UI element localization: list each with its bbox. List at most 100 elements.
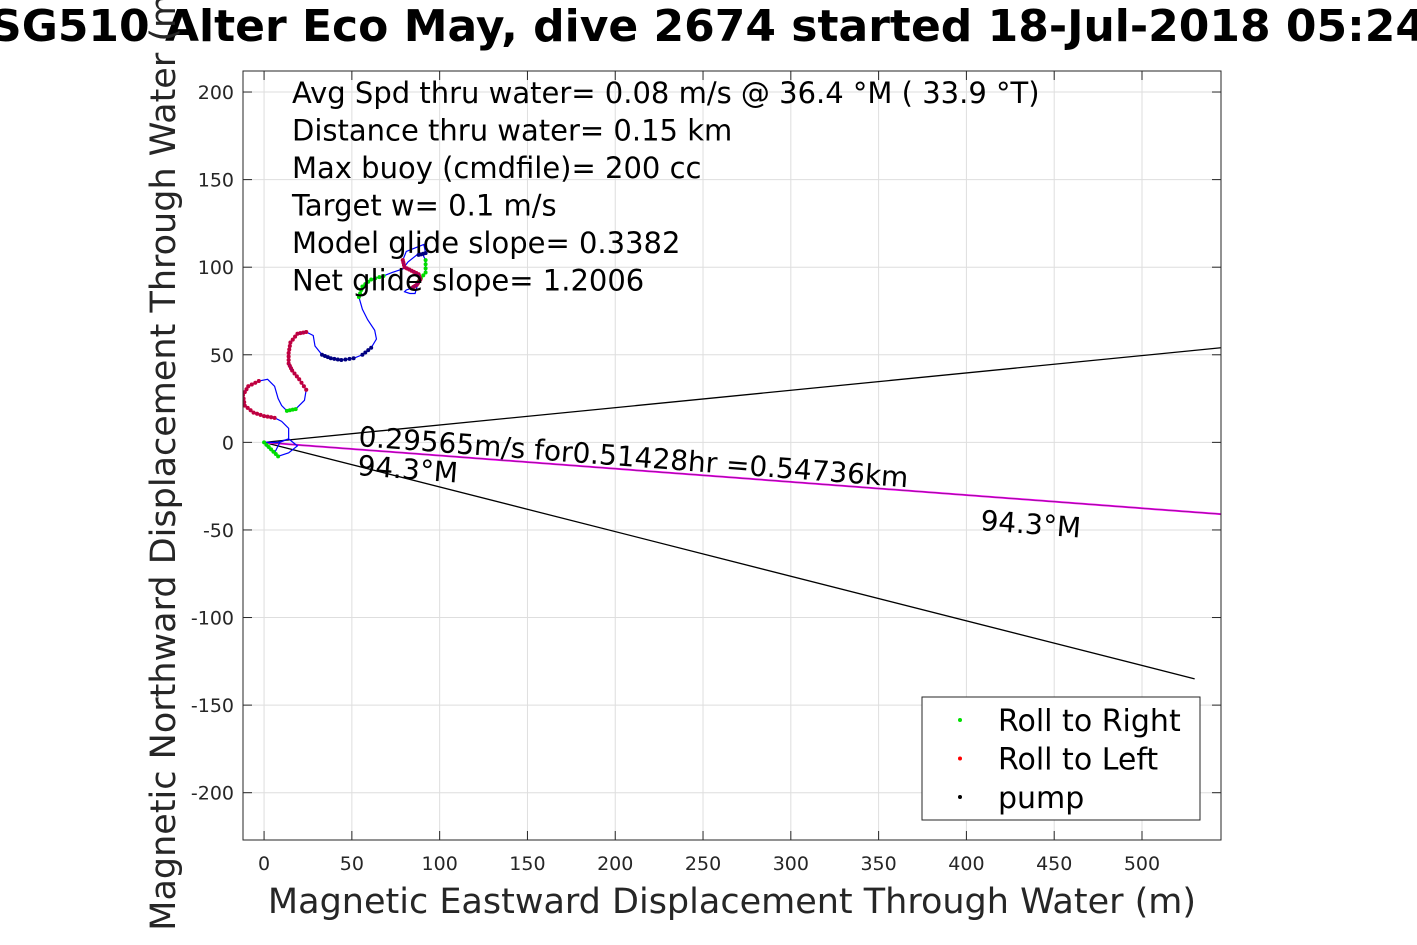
roll-right-point [369, 277, 374, 282]
roll-left-point-overlay [272, 415, 277, 420]
roll-left-point-overlay [256, 379, 261, 384]
roll-left-point-overlay [304, 387, 309, 392]
y-tick-label: -200 [191, 783, 234, 805]
x-tick-label: 150 [509, 853, 545, 875]
roll-left-point-overlay [288, 340, 293, 345]
x-tick-label: 0 [258, 853, 270, 875]
roll-right-point [421, 273, 426, 278]
roll-right-point [423, 262, 428, 267]
stat-line: Target w= 0.1 m/s [291, 189, 557, 223]
y-tick-label: 150 [198, 170, 234, 192]
roll-left-point-overlay [248, 408, 253, 413]
x-tick-label: 350 [860, 853, 896, 875]
x-tick-label: 250 [685, 853, 721, 875]
roll-left-point-overlay [245, 405, 250, 410]
roll-left-point-overlay [286, 354, 291, 359]
roll-left-point-overlay [297, 377, 302, 382]
pump-point [351, 356, 356, 361]
roll-right-point [423, 270, 428, 275]
envelope-line [263, 441, 1195, 680]
roll-right-point [293, 407, 298, 412]
pump-point [423, 251, 428, 256]
envelope-line [264, 347, 1221, 444]
axes-box [242, 70, 1222, 841]
y-tick-label: -50 [203, 520, 234, 542]
x-tick-label: 400 [948, 853, 984, 875]
roll-left-point-overlay [290, 337, 295, 342]
stats-text: Avg Spd thru water= 0.08 m/s @ 36.4 °M (… [291, 76, 1040, 298]
stat-line: Model glide slope= 0.3382 [292, 226, 680, 260]
roll-left-point-overlay [409, 286, 414, 291]
roll-left-point-overlay [243, 400, 247, 405]
roll-left-point-overlay [249, 382, 254, 387]
roll-left-point-overlay [293, 334, 298, 339]
legend-box [921, 696, 1201, 821]
roll-left-point-overlay [251, 410, 256, 415]
pump-point [363, 350, 368, 355]
roll-left-point-overlay [286, 351, 291, 356]
roll-right-point [377, 275, 382, 280]
pump-point [343, 357, 348, 362]
roll-right-point [359, 287, 364, 292]
y-tick-label: -100 [191, 608, 234, 630]
roll-left-point-overlay [246, 384, 251, 389]
stat-line: Distance thru water= 0.15 km [292, 114, 732, 148]
x-tick-label: 100 [422, 853, 458, 875]
roll-left-point-overlay [262, 414, 267, 419]
roll-left-point-overlay [269, 415, 274, 420]
roll-left-point-overlay [255, 411, 260, 416]
legend-label: Roll to Left [998, 743, 1158, 778]
roll-left-point-overlay [265, 414, 270, 419]
x-tick-label: 500 [1124, 853, 1160, 875]
pump-point [332, 356, 337, 361]
drift-annotations: 0.29565m/s for0.51428hr =0.54736km94.3°M… [356, 420, 1082, 544]
roll-left-point-overlay [286, 361, 291, 366]
roll-left-point-overlay [292, 371, 297, 376]
stat-line: Net glide slope= 1.2006 [292, 264, 644, 298]
roll-right-point [373, 276, 378, 281]
axes-frame [242, 70, 1222, 841]
roll-left-point-overlay [243, 396, 246, 401]
roll-left-point-overlay [253, 380, 258, 385]
x-tick-label: 300 [773, 853, 809, 875]
pump-point [335, 357, 340, 362]
roll-left-point-overlay [243, 403, 247, 408]
x-axis-label: Magnetic Eastward Displacement Through W… [268, 882, 1196, 922]
stat-line: Max buoy (cmdfile)= 200 cc [292, 151, 701, 185]
roll-right-point [366, 279, 371, 284]
roll-right-point [360, 284, 365, 289]
x-tick-label: 200 [597, 853, 633, 875]
roll-right-point [358, 291, 363, 296]
roll-left-point-overlay [294, 374, 299, 379]
roll-left-point-overlay [287, 344, 292, 349]
roll-right-point [363, 282, 368, 287]
y-tick-label: 50 [210, 345, 234, 367]
pump-point [328, 356, 333, 361]
plot-area [243, 243, 1221, 680]
pump-point [366, 348, 371, 353]
roll-right-point [381, 273, 386, 278]
x-tick-label: 50 [340, 853, 364, 875]
roll-right-point [276, 454, 281, 459]
y-tick-label: 200 [198, 82, 234, 104]
stat-line: Avg Spd thru water= 0.08 m/s @ 36.4 °M (… [292, 76, 1040, 110]
roll-left-point-overlay [258, 412, 263, 417]
drift-line-core [264, 442, 1221, 515]
axis-ticks: 0 50 100 150 200 250 300 350 400 450 500 200 150 100 5… [144, 0, 1196, 931]
roll-left-point-overlay [304, 330, 309, 335]
legend-marker [958, 756, 962, 761]
pump-point [339, 358, 344, 363]
roll-right-point [356, 294, 361, 299]
legend-marker [958, 718, 962, 722]
roll-left-point-overlay [299, 380, 304, 385]
pump-point [369, 345, 374, 350]
x-tick-label: 450 [1036, 853, 1072, 875]
pump-point [347, 356, 352, 361]
plot-lines [243, 243, 1221, 680]
heading-label-near: 94.3°M [356, 449, 459, 489]
legend-label: Roll to Right [998, 704, 1181, 739]
y-tick-label: 100 [198, 257, 234, 279]
legend-marker [958, 795, 962, 799]
roll-right-point [423, 266, 428, 271]
